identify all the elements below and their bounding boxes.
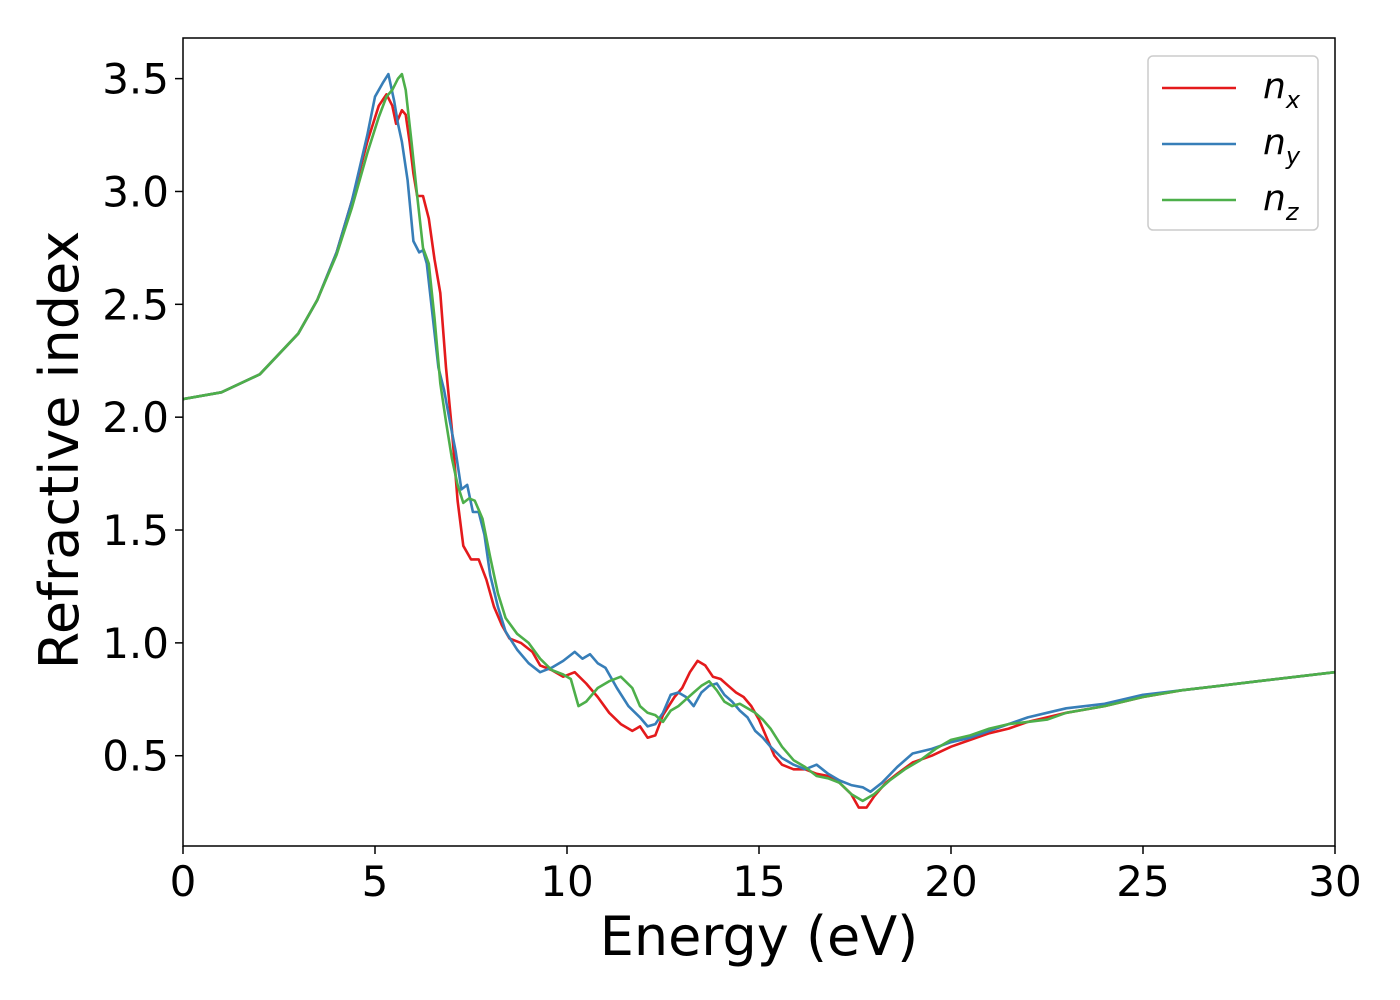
legend-label-z: nz <box>1263 178 1300 226</box>
series-lines <box>183 72 1335 809</box>
x-tick-label: 25 <box>1116 857 1169 906</box>
legend-label-main: n <box>1263 122 1286 163</box>
series-line-y <box>183 72 1335 794</box>
x-tick-label: 0 <box>170 857 197 906</box>
legend-label-subscript: z <box>1285 198 1300 226</box>
legend-label-main: n <box>1263 178 1286 219</box>
y-tick-label: 3.0 <box>102 167 169 216</box>
y-tick-label: 1.5 <box>102 506 169 555</box>
y-tick-label: 2.5 <box>102 280 169 329</box>
y-tick-label: 1.0 <box>102 619 169 668</box>
legend-label-subscript: x <box>1285 86 1301 114</box>
legend-label-subscript: y <box>1285 142 1301 170</box>
legend-label-main: n <box>1263 66 1286 107</box>
x-axis-ticks: 0 5 10 15 20 25 30 <box>170 846 1362 906</box>
x-tick-label: 30 <box>1308 857 1361 906</box>
y-axis-label: Refractive index <box>28 231 91 670</box>
legend-label-x: nx <box>1263 66 1301 114</box>
x-tick-label: 10 <box>540 857 593 906</box>
legend-label-y: ny <box>1263 122 1301 170</box>
y-tick-label: 2.0 <box>102 393 169 442</box>
y-tick-label: 3.5 <box>102 55 169 104</box>
x-tick-label: 15 <box>732 857 785 906</box>
x-tick-label: 20 <box>924 857 977 906</box>
x-axis-label: Energy (eV) <box>600 905 919 968</box>
y-tick-label: 0.5 <box>102 732 169 781</box>
x-tick-label: 5 <box>362 857 389 906</box>
y-axis-ticks: 0.5 1.0 1.5 2.0 2.5 3.0 3.5 <box>102 55 183 781</box>
series-line-z <box>183 72 1335 803</box>
